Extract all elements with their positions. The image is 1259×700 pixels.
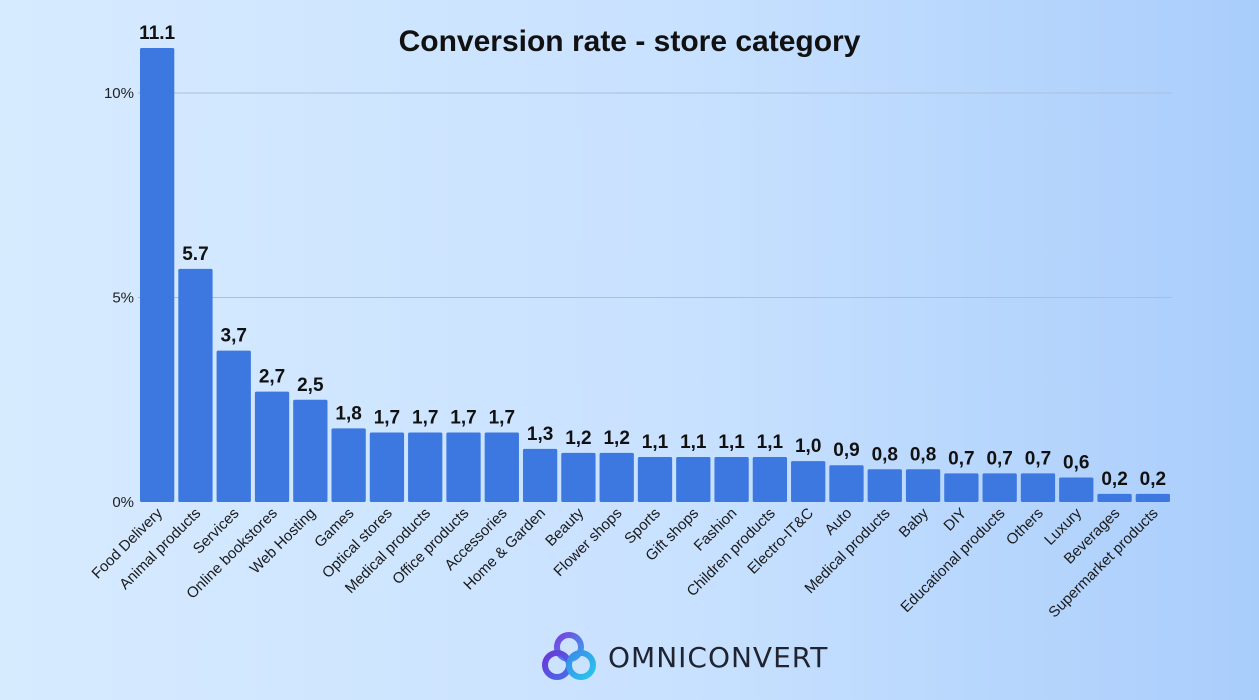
bar [408,432,443,502]
data-label: 1,7 [450,407,476,428]
brand-logo: OMNICONVERT [540,631,828,683]
bar [1059,477,1094,502]
bar [1135,493,1170,502]
data-label: 11.1 [139,23,175,44]
bar [293,399,328,502]
data-label: 0,8 [872,444,898,465]
bar [714,457,749,502]
bar [829,465,864,502]
data-label: 1,1 [680,432,707,453]
bar [676,457,711,502]
data-label: 5.7 [182,244,208,265]
bar [178,268,213,502]
data-label: 0,6 [1063,452,1089,473]
y-tick-label: 10% [104,85,134,102]
data-label: 0,7 [948,448,974,469]
data-label: 0,2 [1101,469,1127,490]
omniconvert-logo-icon [542,632,596,680]
data-label: 0,7 [1025,448,1051,469]
data-label: 3,7 [221,326,247,347]
bar [522,448,558,502]
data-label: 0,2 [1140,469,1166,490]
bar [791,461,826,502]
bar [867,469,902,502]
y-tick-label: 5% [112,290,134,307]
data-label: 1,3 [527,424,553,445]
bar [331,428,366,502]
bar [1097,493,1132,502]
x-tick-label: DIY [940,505,970,535]
x-tick-label: Auto [821,505,855,539]
data-label: 1,7 [489,407,515,428]
bar [216,350,251,502]
data-label: 1,2 [603,428,629,449]
data-label: 1,1 [718,432,745,453]
data-label: 1,8 [335,403,361,424]
data-label: 0,9 [833,440,859,461]
data-label: 1,1 [757,432,784,453]
bar [446,432,481,502]
data-label: 1,2 [565,428,591,449]
bar [140,48,175,502]
data-label: 0,8 [910,444,936,465]
bar [752,457,788,502]
brand-name: OMNICONVERT [608,640,829,674]
data-label: 1,7 [374,407,400,428]
bar [982,473,1017,502]
bar [254,391,290,502]
data-label: 1,1 [642,432,669,453]
bar [905,469,941,502]
chart-title: Conversion rate - store category [398,25,861,58]
data-label: 2,7 [259,367,285,388]
x-tick-label: Others [1003,505,1047,549]
bar [561,452,596,502]
bar [944,473,979,502]
bar [599,452,634,502]
bar [637,457,673,502]
bar [484,432,519,502]
data-label: 0,7 [986,448,1012,469]
data-label: 1,7 [412,407,438,428]
bar [1020,473,1056,502]
y-tick-label: 0% [112,494,134,511]
x-tick-label: Baby [896,504,933,541]
data-label: 1,0 [795,436,821,457]
bar [369,432,405,502]
data-label: 2,5 [297,375,324,396]
